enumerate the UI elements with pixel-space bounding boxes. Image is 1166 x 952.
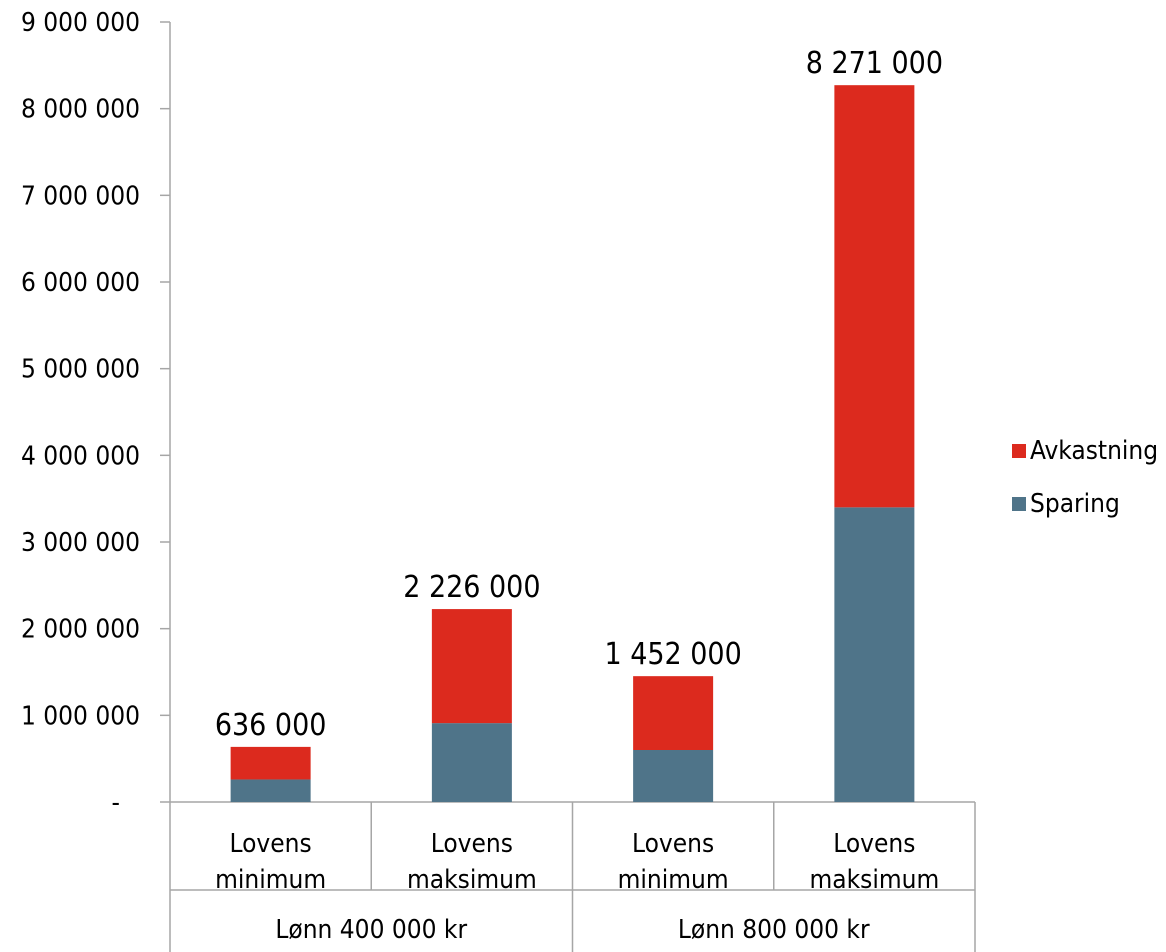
total-label-3: 1 452 000 xyxy=(604,637,741,672)
x-category-label: maksimum xyxy=(407,865,537,895)
bar-avkastning-3 xyxy=(633,676,714,750)
x-category-label: minimum xyxy=(618,865,729,895)
bar-sparing-2 xyxy=(431,723,512,802)
total-label-1: 636 000 xyxy=(215,708,327,743)
total-label-2: 2 226 000 xyxy=(403,570,540,605)
x-category-label: Lovens xyxy=(632,829,714,859)
bar-sparing-3 xyxy=(633,750,714,802)
y-tick-label: 7 000 000 xyxy=(21,181,140,211)
legend-label-sparing: Sparing xyxy=(1030,489,1120,519)
x-axis-labels: Lovens minimum Lovens maksimum Lønn 400 000 … xyxy=(215,829,939,945)
x-group-label-1: Lønn 400 000 kr xyxy=(275,915,467,945)
y-tick-label: 5 000 000 xyxy=(21,355,140,385)
bar-avkastning-4 xyxy=(834,85,915,508)
bar-avkastning-1 xyxy=(230,746,311,780)
y-tick-label: 9 000 000 xyxy=(21,8,140,38)
bar-sparing-1 xyxy=(230,779,311,802)
data-labels: 636 000 2 226 000 1 452 000 8 271 000 xyxy=(215,46,943,743)
y-tick-label: 3 000 000 xyxy=(21,528,140,558)
y-tick-label: 8 000 000 xyxy=(21,95,140,125)
bars xyxy=(230,85,915,802)
x-category-label: Lovens xyxy=(833,829,915,859)
x-category-label: Lovens xyxy=(230,829,312,859)
y-tick-label: 2 000 000 xyxy=(21,615,140,645)
legend: Avkastning Sparing xyxy=(1012,436,1158,519)
legend-swatch-sparing xyxy=(1012,497,1026,511)
y-tick-label: 6 000 000 xyxy=(21,268,140,298)
y-tick-label: 4 000 000 xyxy=(21,441,140,471)
x-category-label: Lovens xyxy=(431,829,513,859)
x-category-label: minimum xyxy=(215,865,326,895)
y-axis-ticks: - 1 000 000 2 000 000 3 000 000 4 000 000 5 0… xyxy=(21,8,170,818)
legend-swatch-avkastning xyxy=(1012,444,1026,458)
y-tick-label: 1 000 000 xyxy=(21,701,140,731)
total-label-4: 8 271 000 xyxy=(806,46,943,81)
bar-sparing-4 xyxy=(834,507,915,802)
y-tick-label: - xyxy=(112,788,120,818)
x-category-label: maksimum xyxy=(809,865,939,895)
x-group-label-2: Lønn 800 000 kr xyxy=(678,915,870,945)
bar-avkastning-2 xyxy=(431,609,512,724)
legend-label-avkastning: Avkastning xyxy=(1030,436,1158,466)
